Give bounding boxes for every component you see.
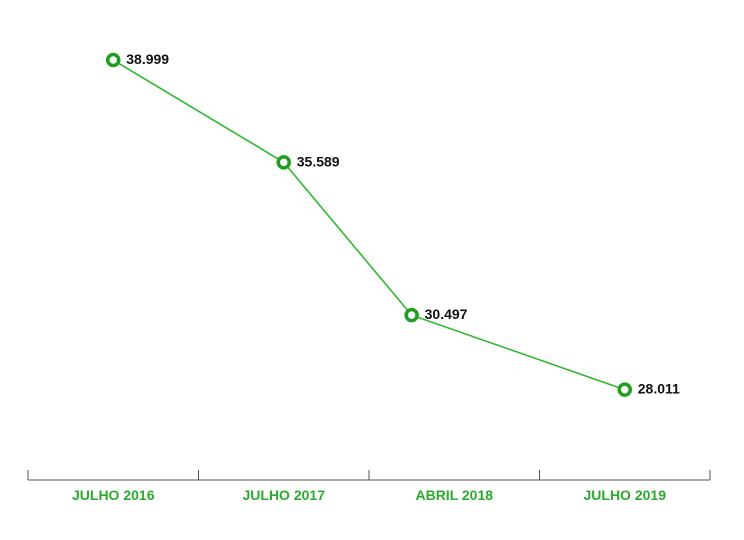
data-point [617, 382, 632, 397]
x-tick-label: JULHO 2016 [72, 487, 155, 503]
x-axis: JULHO 2016 JULHO 2017 ABRIL 2018 JULHO 2019 [27, 470, 711, 503]
data-point [106, 52, 121, 68]
x-tick-label: JULHO 2019 [584, 487, 667, 503]
data-label: 30.497 [425, 306, 468, 322]
x-tick-label: JULHO 2017 [243, 487, 326, 503]
data-point [404, 307, 419, 323]
data-label: 28.011 [638, 381, 680, 397]
x-tick-label: ABRIL 2018 [415, 487, 493, 503]
plot-area: 38.999 35.589 30.497 28.011 [106, 51, 680, 397]
data-point [276, 155, 291, 170]
data-label: 38.999 [126, 51, 169, 67]
data-label: 35.589 [297, 153, 340, 169]
series-line [112, 59, 626, 391]
